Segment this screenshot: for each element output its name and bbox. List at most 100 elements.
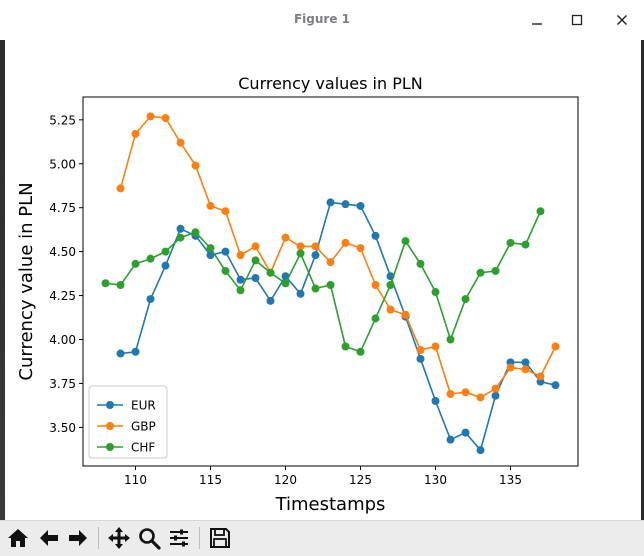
data-point-eur bbox=[236, 275, 245, 284]
data-point-eur bbox=[296, 289, 305, 298]
data-point-eur bbox=[206, 251, 215, 260]
save-button[interactable] bbox=[207, 525, 233, 551]
close-button[interactable] bbox=[611, 9, 633, 31]
data-point-chf bbox=[116, 281, 125, 290]
data-point-chf bbox=[131, 259, 140, 268]
data-point-chf bbox=[326, 281, 335, 290]
x-tick-label: 130 bbox=[424, 473, 447, 487]
data-point-gbp bbox=[371, 281, 380, 290]
data-point-gbp bbox=[386, 305, 395, 314]
data-point-gbp bbox=[416, 346, 425, 355]
forward-button[interactable] bbox=[65, 525, 91, 551]
data-point-chf bbox=[206, 244, 215, 253]
configure-subplots-button[interactable] bbox=[166, 525, 192, 551]
chart-svg: Currency values in PLN 110 115 120 125 130 135… bbox=[16, 74, 579, 515]
data-point-eur bbox=[491, 391, 500, 400]
x-tick-label: 115 bbox=[199, 473, 222, 487]
series-line-chf bbox=[105, 210, 542, 353]
series-line-eur bbox=[120, 201, 556, 452]
y-axis-label: Currency value in PLN bbox=[16, 182, 37, 380]
pan-button[interactable] bbox=[106, 525, 132, 551]
data-point-eur bbox=[176, 224, 185, 233]
data-point-gbp bbox=[326, 258, 335, 267]
window-title: Figure 1 bbox=[293, 12, 351, 26]
back-arrow-icon bbox=[40, 530, 58, 546]
data-point-gbp bbox=[236, 251, 245, 260]
legend-marker-eur bbox=[106, 401, 114, 409]
data-point-chf bbox=[341, 342, 350, 351]
back-button[interactable] bbox=[36, 525, 62, 551]
data-point-chf bbox=[461, 295, 470, 304]
data-point-chf bbox=[101, 279, 110, 288]
data-point-gbp bbox=[176, 138, 185, 147]
data-point-eur bbox=[476, 446, 485, 455]
minimize-button[interactable] bbox=[526, 9, 548, 31]
data-point-gbp bbox=[446, 389, 455, 398]
data-point-gbp bbox=[281, 233, 290, 242]
maximize-icon bbox=[571, 14, 583, 26]
data-point-gbp bbox=[251, 242, 260, 251]
data-point-gbp bbox=[341, 238, 350, 247]
data-point-chf bbox=[266, 268, 275, 277]
window-right-edge bbox=[641, 40, 644, 520]
data-point-chf bbox=[416, 259, 425, 268]
x-tick-label: 120 bbox=[274, 473, 297, 487]
data-point-gbp bbox=[146, 112, 155, 121]
zoom-icon bbox=[139, 528, 161, 550]
zoom-button[interactable] bbox=[136, 525, 162, 551]
pan-icon bbox=[108, 527, 130, 549]
data-point-eur bbox=[461, 428, 470, 437]
minimize-icon bbox=[532, 23, 542, 25]
data-point-chf bbox=[296, 249, 305, 258]
data-point-gbp bbox=[311, 242, 320, 251]
legend-label-gbp: GBP bbox=[131, 420, 156, 434]
figure-canvas[interactable]: Currency values in PLN 110 115 120 125 130 135… bbox=[0, 40, 644, 520]
data-point-eur bbox=[266, 296, 275, 305]
data-point-chf bbox=[371, 314, 380, 323]
data-point-eur bbox=[521, 358, 530, 367]
home-button[interactable] bbox=[5, 525, 31, 551]
window-titlebar[interactable]: Figure 1 bbox=[0, 0, 644, 40]
data-point-eur bbox=[116, 349, 125, 358]
data-point-chf bbox=[176, 233, 185, 242]
y-tick-label: 3.75 bbox=[49, 377, 76, 391]
y-tick-label: 3.50 bbox=[49, 421, 76, 435]
data-point-eur bbox=[326, 198, 335, 207]
data-point-gbp bbox=[461, 388, 470, 397]
x-axis-label: Timestamps bbox=[275, 494, 386, 515]
legend-marker-gbp bbox=[106, 422, 114, 430]
y-tick-label: 5.25 bbox=[49, 113, 76, 127]
data-point-eur bbox=[356, 201, 365, 210]
data-point-chf bbox=[491, 266, 500, 275]
x-tick-label: 135 bbox=[499, 473, 522, 487]
data-point-eur bbox=[221, 247, 230, 256]
data-point-gbp bbox=[431, 342, 440, 351]
save-icon bbox=[210, 528, 230, 548]
data-point-chf bbox=[281, 279, 290, 288]
data-point-gbp bbox=[356, 244, 365, 253]
data-point-chf bbox=[506, 238, 515, 247]
data-point-eur bbox=[251, 273, 260, 282]
data-point-chf bbox=[356, 347, 365, 356]
data-point-gbp bbox=[476, 393, 485, 402]
data-point-chf bbox=[446, 335, 455, 344]
data-point-eur bbox=[551, 381, 560, 390]
data-point-gbp bbox=[296, 242, 305, 251]
data-point-gbp bbox=[206, 201, 215, 210]
data-point-chf bbox=[536, 207, 545, 216]
data-point-gbp bbox=[536, 372, 545, 381]
data-point-gbp bbox=[551, 342, 560, 351]
data-point-eur bbox=[416, 354, 425, 363]
data-point-chf bbox=[311, 284, 320, 293]
y-tick-label: 5.00 bbox=[49, 157, 76, 171]
forward-arrow-icon bbox=[69, 530, 87, 546]
navigation-toolbar bbox=[0, 520, 644, 556]
legend-marker-chf bbox=[106, 443, 114, 451]
maximize-button[interactable] bbox=[566, 9, 588, 31]
data-point-chf bbox=[521, 240, 530, 249]
data-point-gbp bbox=[221, 207, 230, 216]
x-tick-label: 125 bbox=[349, 473, 372, 487]
data-point-gbp bbox=[491, 384, 500, 393]
toolbar-separator bbox=[199, 527, 200, 549]
